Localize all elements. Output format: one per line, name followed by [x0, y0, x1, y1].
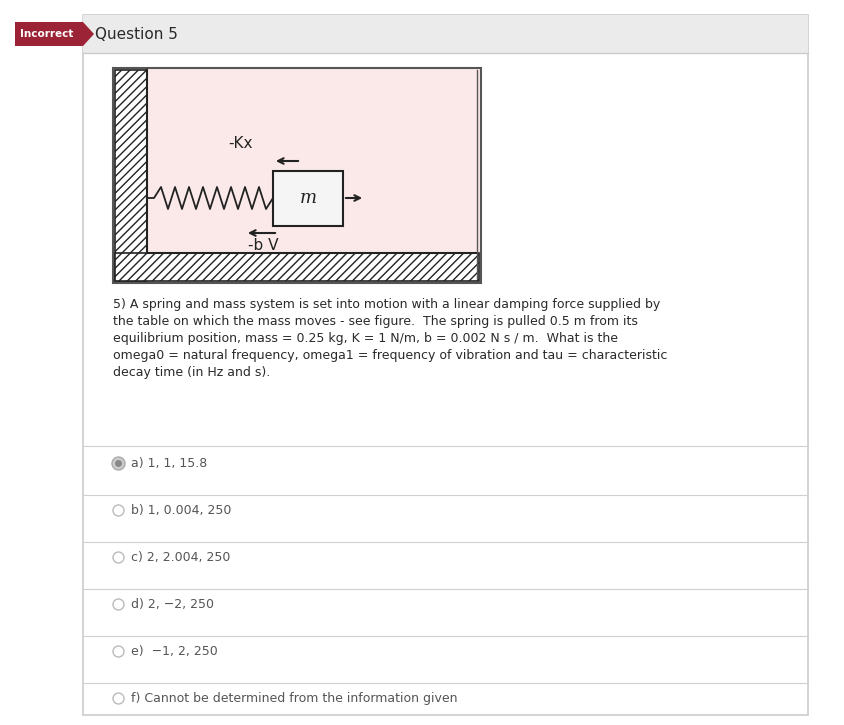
- Polygon shape: [15, 22, 94, 46]
- Text: b) 1, 0.004, 250: b) 1, 0.004, 250: [131, 504, 231, 517]
- Text: a) 1, 1, 15.8: a) 1, 1, 15.8: [131, 457, 207, 470]
- Text: 5) A spring and mass system is set into motion with a linear damping force suppl: 5) A spring and mass system is set into …: [113, 298, 659, 311]
- Bar: [83, 15, 807, 715]
- Text: equilibrium position, mass = 0.25 kg, K = 1 N/m, b = 0.002 N s / m.  What is the: equilibrium position, mass = 0.25 kg, K …: [113, 332, 617, 345]
- Bar: [115, 70, 147, 281]
- Text: the table on which the mass moves - see figure.  The spring is pulled 0.5 m from: the table on which the mass moves - see …: [113, 315, 637, 328]
- Text: Question 5: Question 5: [95, 27, 178, 41]
- Bar: [83, 15, 807, 53]
- Text: d) 2, −2, 250: d) 2, −2, 250: [131, 598, 214, 611]
- Circle shape: [112, 457, 125, 470]
- Circle shape: [113, 552, 124, 563]
- Text: decay time (in Hz and s).: decay time (in Hz and s).: [113, 366, 270, 379]
- Text: m: m: [299, 189, 316, 207]
- Circle shape: [113, 646, 124, 657]
- Bar: [113, 68, 480, 283]
- Text: -b V: -b V: [247, 238, 278, 252]
- Circle shape: [115, 460, 122, 467]
- Text: c) 2, 2.004, 250: c) 2, 2.004, 250: [131, 551, 230, 564]
- Text: omega0 = natural frequency, omega1 = frequency of vibration and tau = characteri: omega0 = natural frequency, omega1 = fre…: [113, 349, 667, 362]
- Text: Incorrect: Incorrect: [20, 29, 73, 39]
- Bar: [115, 253, 479, 281]
- Text: f) Cannot be determined from the information given: f) Cannot be determined from the informa…: [131, 692, 457, 705]
- Text: e)  −1, 2, 250: e) −1, 2, 250: [131, 645, 218, 658]
- Circle shape: [113, 693, 124, 704]
- Bar: [273, 170, 343, 225]
- Circle shape: [113, 505, 124, 516]
- Text: -Kx: -Kx: [228, 136, 252, 151]
- Circle shape: [113, 599, 124, 610]
